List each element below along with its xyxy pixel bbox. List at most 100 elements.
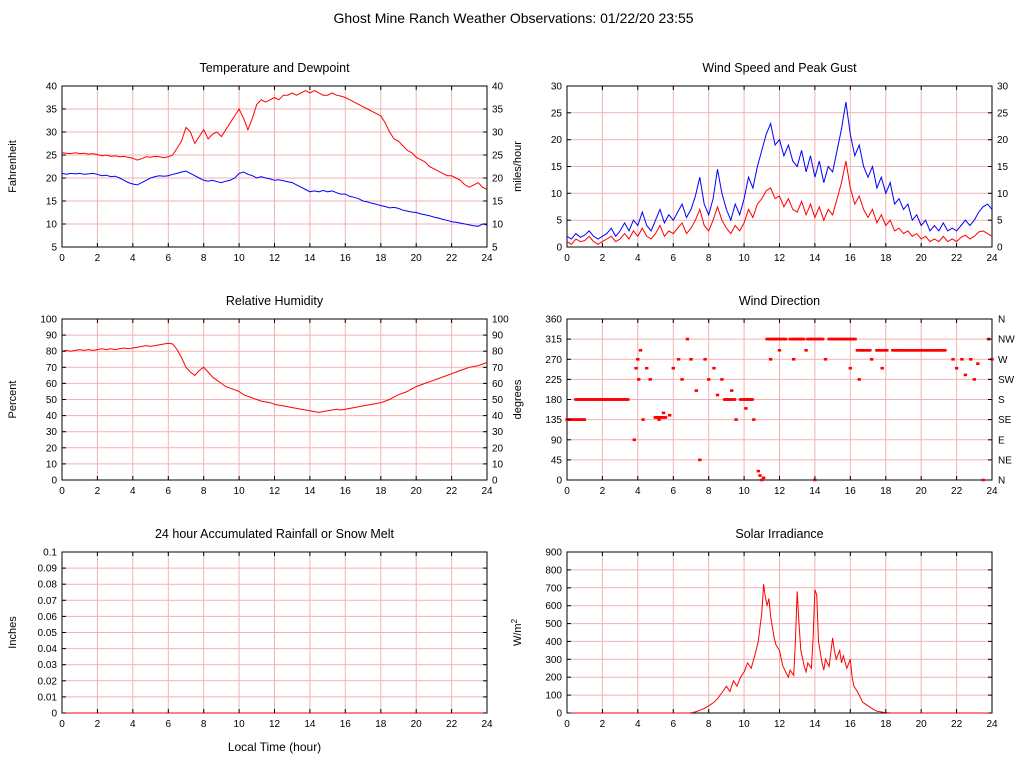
svg-text:6: 6 <box>671 253 677 264</box>
svg-text:225: 225 <box>545 375 562 386</box>
svg-text:SE: SE <box>998 415 1012 426</box>
svg-text:0.08: 0.08 <box>38 580 58 591</box>
svg-text:Wind Speed and Peak Gust: Wind Speed and Peak Gust <box>702 61 857 75</box>
svg-text:180: 180 <box>545 395 562 406</box>
svg-text:14: 14 <box>304 253 316 264</box>
svg-text:14: 14 <box>809 253 821 264</box>
svg-text:8: 8 <box>706 719 712 730</box>
svg-text:0: 0 <box>59 719 65 730</box>
svg-text:20: 20 <box>411 719 423 730</box>
svg-text:60: 60 <box>492 379 504 390</box>
svg-text:10: 10 <box>234 486 246 497</box>
svg-text:0: 0 <box>556 476 562 487</box>
chart-solar-irradiance: 0 2 4 6 8 10 12 14 16 18 20 22 24 0 100 200 300 400 500 600… <box>505 516 1018 766</box>
svg-text:30: 30 <box>492 128 504 139</box>
svg-text:270: 270 <box>545 355 562 366</box>
svg-text:4: 4 <box>635 253 641 264</box>
svg-text:22: 22 <box>951 719 963 730</box>
chart-relative-humidity: 0 2 4 6 8 10 12 14 16 18 20 22 24 0 0 10 10 20 20 30 30 40 40 5… <box>0 283 513 513</box>
svg-text:800: 800 <box>545 565 562 576</box>
svg-text:360: 360 <box>545 315 562 326</box>
svg-text:14: 14 <box>304 719 316 730</box>
svg-text:14: 14 <box>809 486 821 497</box>
svg-text:8: 8 <box>706 253 712 264</box>
svg-text:18: 18 <box>375 253 387 264</box>
svg-text:20: 20 <box>492 174 504 185</box>
svg-text:18: 18 <box>375 719 387 730</box>
svg-text:0: 0 <box>564 486 570 497</box>
svg-text:2: 2 <box>95 486 101 497</box>
svg-text:24 hour Accumulated Rainfall o: 24 hour Accumulated Rainfall or Snow Mel… <box>155 527 395 541</box>
svg-text:12: 12 <box>774 486 786 497</box>
svg-text:10: 10 <box>492 459 504 470</box>
svg-text:50: 50 <box>492 395 504 406</box>
svg-text:14: 14 <box>304 486 316 497</box>
svg-text:8: 8 <box>201 486 207 497</box>
svg-text:0.09: 0.09 <box>38 564 58 575</box>
svg-text:10: 10 <box>739 719 751 730</box>
svg-text:60: 60 <box>46 379 58 390</box>
svg-text:2: 2 <box>95 253 101 264</box>
svg-text:0: 0 <box>59 486 65 497</box>
svg-text:90: 90 <box>551 435 563 446</box>
svg-text:40: 40 <box>492 82 504 93</box>
svg-text:6: 6 <box>166 486 172 497</box>
svg-text:N: N <box>998 476 1005 487</box>
svg-text:20: 20 <box>46 443 58 454</box>
svg-text:600: 600 <box>545 601 562 612</box>
svg-text:14: 14 <box>809 719 821 730</box>
svg-text:70: 70 <box>46 363 58 374</box>
svg-text:8: 8 <box>201 719 207 730</box>
svg-text:NW: NW <box>998 335 1015 346</box>
svg-text:0.03: 0.03 <box>38 660 58 671</box>
svg-text:5: 5 <box>492 243 498 254</box>
svg-text:15: 15 <box>997 162 1009 173</box>
svg-text:6: 6 <box>671 719 677 730</box>
svg-text:10: 10 <box>234 253 246 264</box>
chart-wind-direction: 0 2 4 6 8 10 12 14 16 18 20 22 24 0 N 45 NE 90 E 135 SE 180 S 2… <box>505 283 1018 513</box>
svg-text:12: 12 <box>774 253 786 264</box>
svg-text:70: 70 <box>492 363 504 374</box>
svg-text:2: 2 <box>600 486 606 497</box>
svg-text:SW: SW <box>998 375 1015 386</box>
svg-text:miles/hour: miles/hour <box>512 141 524 192</box>
chart-wind-speed-gust: 0 2 4 6 8 10 12 14 16 18 20 22 24 0 0 5 5 10 10 15 15 20 20 25 2… <box>505 50 1018 280</box>
svg-text:20: 20 <box>411 253 423 264</box>
svg-text:0: 0 <box>51 709 57 720</box>
svg-text:0.02: 0.02 <box>38 676 58 687</box>
svg-text:Percent: Percent <box>7 381 19 419</box>
svg-text:22: 22 <box>446 719 458 730</box>
svg-text:16: 16 <box>340 486 352 497</box>
svg-text:30: 30 <box>492 427 504 438</box>
svg-text:80: 80 <box>46 347 58 358</box>
svg-text:30: 30 <box>46 427 58 438</box>
svg-text:W: W <box>998 355 1008 366</box>
svg-text:200: 200 <box>545 673 562 684</box>
svg-text:0.04: 0.04 <box>38 644 58 655</box>
svg-text:0: 0 <box>564 253 570 264</box>
chart-temperature-dewpoint: 0 2 4 6 8 10 12 14 16 18 20 22 24 5 5 10 10 15 15 20 20 25 25 3… <box>0 50 513 280</box>
svg-text:12: 12 <box>774 719 786 730</box>
svg-text:15: 15 <box>551 162 563 173</box>
svg-text:0: 0 <box>556 243 562 254</box>
svg-text:30: 30 <box>997 82 1009 93</box>
svg-text:10: 10 <box>492 220 504 231</box>
svg-text:W/m2: W/m2 <box>510 618 524 646</box>
svg-text:5: 5 <box>556 216 562 227</box>
svg-text:0: 0 <box>997 243 1003 254</box>
svg-text:6: 6 <box>166 719 172 730</box>
svg-text:0.01: 0.01 <box>38 692 58 703</box>
svg-text:24: 24 <box>481 719 493 730</box>
page-title: Ghost Mine Ranch Weather Observations: 0… <box>333 10 694 26</box>
svg-text:100: 100 <box>40 315 57 326</box>
solar-irradiance-canvas: 0 2 4 6 8 10 12 14 16 18 20 22 240100200300400500600… <box>510 527 998 730</box>
svg-text:10: 10 <box>739 486 751 497</box>
svg-text:400: 400 <box>545 637 562 648</box>
svg-text:24: 24 <box>481 486 493 497</box>
svg-text:25: 25 <box>997 108 1009 119</box>
svg-text:2: 2 <box>600 719 606 730</box>
svg-text:20: 20 <box>916 719 928 730</box>
